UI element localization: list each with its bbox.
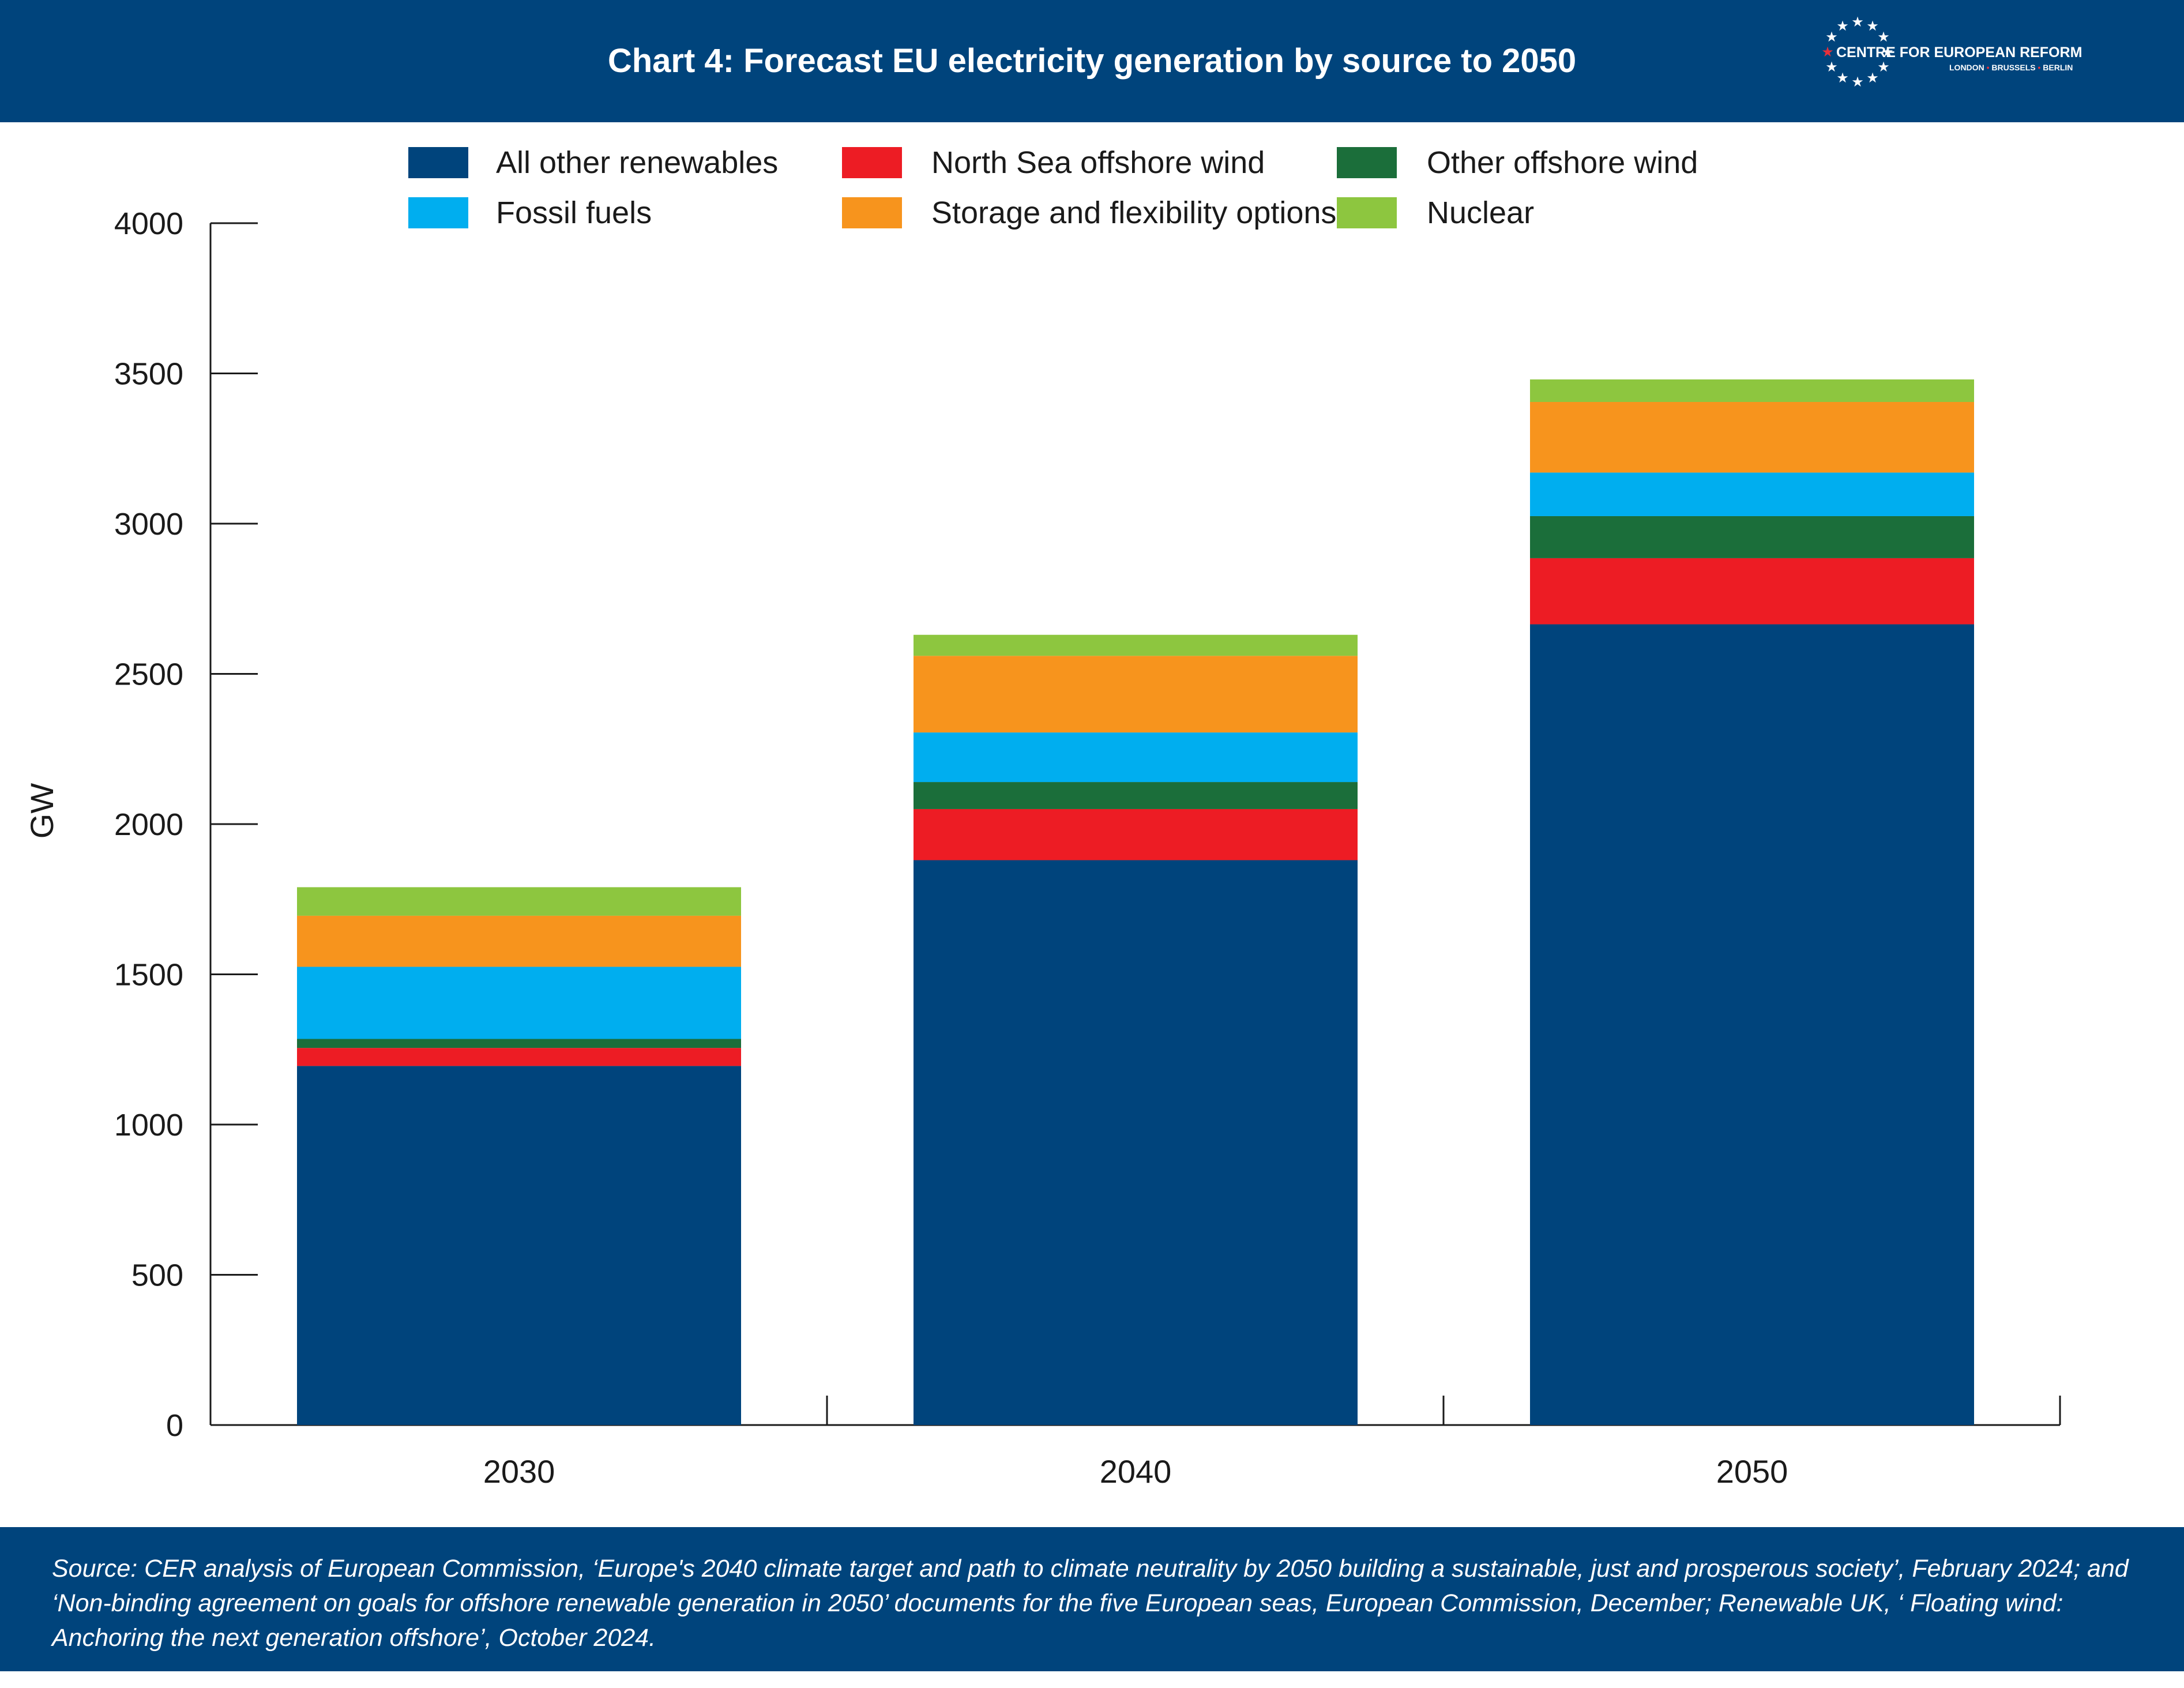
y-tick-label: 2000	[114, 807, 183, 842]
bar-segment	[297, 887, 741, 916]
star-mark: ★	[1881, 44, 1894, 60]
bar-segment	[914, 656, 1358, 733]
bar-segment	[1530, 558, 1974, 625]
legend-swatch	[408, 147, 468, 178]
star-mark: ★	[1877, 29, 1890, 45]
x-tick-label: 2040	[1100, 1453, 1172, 1490]
bar-segment	[297, 915, 741, 967]
bar-segment	[914, 782, 1358, 809]
logo-cities: LONDON • BRUSSELS • BERLIN	[1949, 63, 2073, 72]
star-mark: ★	[1836, 18, 1849, 34]
bar-segment	[297, 1066, 741, 1425]
bar-segment	[914, 860, 1358, 1425]
logo-name: CENTRE FOR EUROPEAN REFORM	[1836, 44, 2082, 61]
bar-segment	[914, 809, 1358, 860]
legend-label: All other renewables	[496, 145, 778, 180]
bar-segment	[1530, 516, 1974, 558]
stacked-bar-chart: 0 500 1000 1500 2000 2500 3000 3500 4000 GW 2030 20…	[24, 145, 2061, 1490]
logo-city-berlin: BERLIN	[2043, 63, 2073, 72]
logo-city-brussels: BRUSSELS	[1991, 63, 2036, 72]
star-mark: ★	[1836, 70, 1849, 86]
y-tick-label: 0	[166, 1408, 183, 1443]
legend-label: Other offshore wind	[1427, 145, 1698, 180]
legend-label: Nuclear	[1427, 196, 1534, 230]
x-tick-label: 2050	[1716, 1453, 1788, 1490]
bar-segment	[1530, 401, 1974, 473]
star-mark: ★	[1821, 44, 1834, 60]
x-tick-label: 2030	[483, 1453, 555, 1490]
star-mark: ★	[1866, 70, 1879, 86]
star-mark: ★	[1851, 14, 1864, 30]
chart-title: Chart 4: Forecast EU electricity generat…	[607, 42, 1577, 80]
legend-swatch	[1337, 197, 1397, 228]
legend-swatch	[842, 147, 902, 178]
logo-city-london: LONDON	[1949, 63, 1984, 72]
star-mark: ★	[1825, 29, 1838, 45]
legend-swatch	[842, 197, 902, 228]
source-note: Source: CER analysis of European Commiss…	[52, 1555, 2129, 1652]
y-tick-label: 1500	[114, 958, 183, 993]
y-tick-label: 500	[131, 1258, 183, 1293]
star-mark: ★	[1851, 74, 1864, 90]
star-mark: ★	[1825, 59, 1838, 75]
y-tick-label: 2500	[114, 657, 183, 692]
legend-swatch	[1337, 147, 1397, 178]
bar-segment	[914, 732, 1358, 783]
legend-label: North Sea offshore wind	[931, 145, 1265, 180]
y-tick-label: 1000	[114, 1108, 183, 1142]
legend-label: Storage and flexibility options	[931, 196, 1336, 230]
y-tick-label: 3000	[114, 507, 183, 542]
bar-segment	[1530, 379, 1974, 402]
bar-segment	[297, 1048, 741, 1066]
chart-header: Chart 4: Forecast EU electricity generat…	[0, 0, 2184, 122]
bar-segment	[297, 967, 741, 1039]
y-tick-label: 4000	[114, 206, 183, 241]
star-mark: ★	[1877, 59, 1890, 75]
bar-segment	[1530, 472, 1974, 516]
star-mark: ★	[1866, 18, 1879, 34]
y-tick-label: 3500	[114, 357, 183, 392]
legend-swatch	[408, 197, 468, 228]
ring-of-stars-icon: ★ ★★★★★★★★★★★	[1821, 14, 1894, 90]
bar-segment	[1530, 624, 1974, 1425]
bar-segment	[297, 1039, 741, 1048]
y-axis-label: GW	[24, 783, 60, 839]
chart-footer: Source: CER analysis of European Commiss…	[0, 1527, 2184, 1671]
bar-segment	[914, 634, 1358, 656]
legend-label: Fossil fuels	[496, 196, 652, 230]
